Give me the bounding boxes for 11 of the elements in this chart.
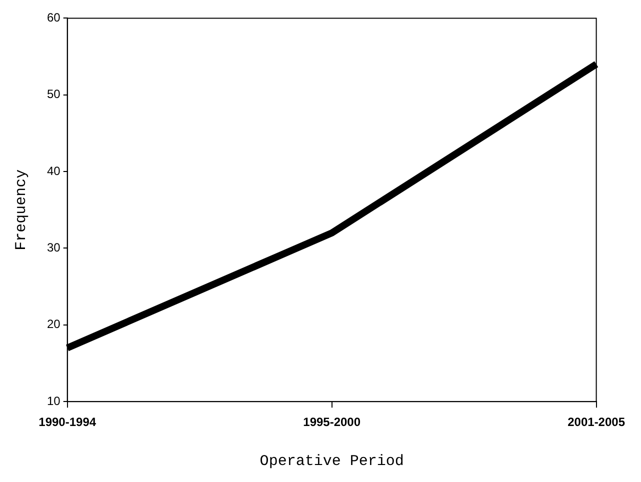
y-tick-label: 40 xyxy=(46,164,61,178)
y-axis-title: Frequency xyxy=(12,169,30,250)
y-tick-label: 10 xyxy=(46,394,61,408)
y-tick-label: 60 xyxy=(46,10,61,25)
x-tick-label: 1995-2000 xyxy=(303,415,361,430)
y-tick-label: 30 xyxy=(46,240,61,255)
x-tick-label: 1990-1994 xyxy=(38,415,96,430)
x-axis-title: Operative Period xyxy=(260,452,404,470)
y-tick-label: 20 xyxy=(46,317,61,332)
y-tick-label: 50 xyxy=(46,87,61,102)
x-tick-label: 2001-2005 xyxy=(568,415,626,430)
